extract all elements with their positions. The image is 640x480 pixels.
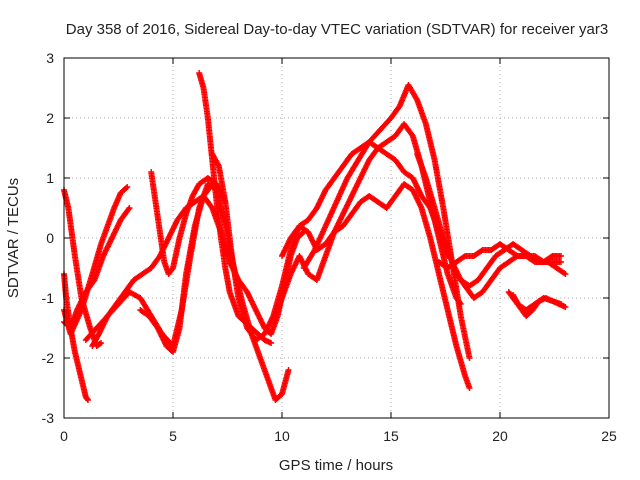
y-tick-label: -2 xyxy=(42,350,55,366)
data-point xyxy=(98,340,105,346)
data-point xyxy=(562,271,569,277)
data-point xyxy=(268,340,275,346)
series-arc-8 xyxy=(148,169,229,277)
x-tick-label: 15 xyxy=(383,428,399,444)
y-tick-label: 0 xyxy=(46,230,54,246)
data-point xyxy=(285,367,292,373)
y-tick-label: -1 xyxy=(42,290,55,306)
y-tick-label: 3 xyxy=(46,50,54,66)
x-tick-label: 10 xyxy=(274,428,290,444)
plot-frame xyxy=(63,57,610,419)
series-arc-7 xyxy=(137,181,222,355)
series-arc-4 xyxy=(61,205,133,331)
data-point xyxy=(123,185,130,191)
series-arc-13 xyxy=(300,82,473,361)
grid xyxy=(64,58,609,418)
chart-title: Day 358 of 2016, Sidereal Day-to-day VTE… xyxy=(66,21,608,38)
series-arc-16 xyxy=(453,253,565,301)
y-tick-label: -3 xyxy=(42,410,55,426)
series-arc-18 xyxy=(505,289,565,313)
data-point xyxy=(562,304,569,310)
data-point xyxy=(125,206,132,213)
data-point xyxy=(84,397,91,403)
data-point xyxy=(126,205,133,211)
data-point xyxy=(558,259,565,265)
data-point xyxy=(84,396,91,402)
data-marks xyxy=(61,70,569,403)
data-point xyxy=(558,301,565,307)
data-point xyxy=(558,253,565,259)
data-point xyxy=(124,184,131,190)
x-tick-label: 5 xyxy=(169,428,177,444)
x-tick-label: 25 xyxy=(601,428,617,444)
data-point xyxy=(561,270,568,277)
y-axis-label: SDTVAR / TECUs xyxy=(5,178,22,298)
y-tick-label: 1 xyxy=(46,170,54,186)
x-tick-label: 0 xyxy=(60,428,68,444)
series-arc-12 xyxy=(279,181,473,391)
data-point xyxy=(466,355,473,361)
series-arc-9 xyxy=(196,70,275,346)
data-point xyxy=(96,340,103,347)
y-tick-label: 2 xyxy=(46,110,54,126)
data-point xyxy=(466,385,473,391)
x-tick-label: 20 xyxy=(492,428,508,444)
x-axis-label: GPS time / hours xyxy=(279,457,393,474)
